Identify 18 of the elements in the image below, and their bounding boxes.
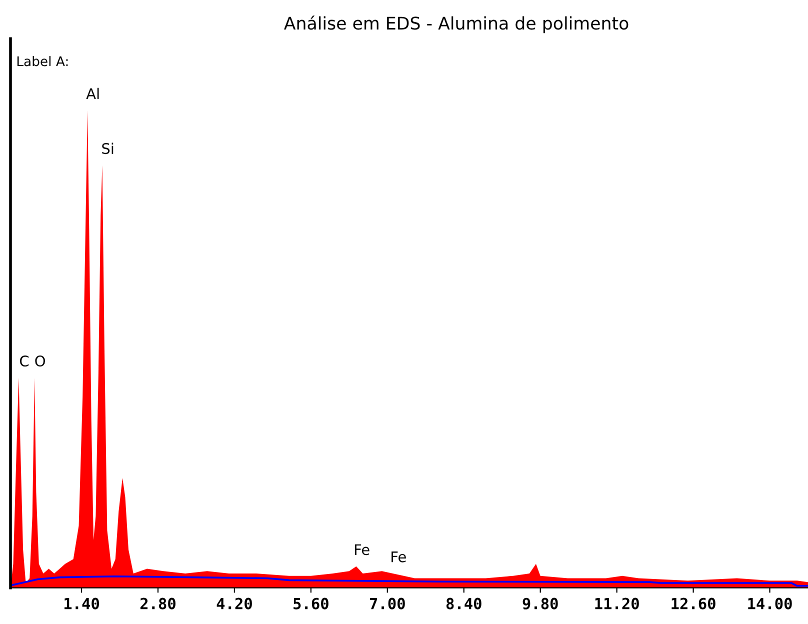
- x-tick-label: 5.60: [294, 598, 328, 610]
- annotation: Fe: [392, 551, 406, 562]
- annotation: Al: [86, 88, 99, 99]
- x-tick-label: 7.00: [370, 598, 405, 610]
- annotation: Si: [102, 142, 114, 154]
- annotation: C: [20, 356, 29, 367]
- x-tick-label: 14.00: [748, 598, 792, 610]
- annotation: O: [35, 356, 46, 367]
- x-tick-label: 8.40: [446, 598, 482, 610]
- x-tick-label: 2.80: [140, 598, 176, 610]
- x-tick-label: 11.20: [595, 598, 639, 610]
- text: Label A:: [17, 56, 68, 66]
- chart-title: Análise em EDS - Alumina de polimento: [284, 16, 628, 34]
- annotation: Fe: [354, 544, 370, 556]
- x-tick-label: 4.20: [216, 598, 252, 610]
- x-tick-label: 12.60: [672, 598, 716, 610]
- x-tick-label: 9.80: [522, 598, 558, 610]
- x-tick-label: 1.40: [64, 598, 99, 610]
